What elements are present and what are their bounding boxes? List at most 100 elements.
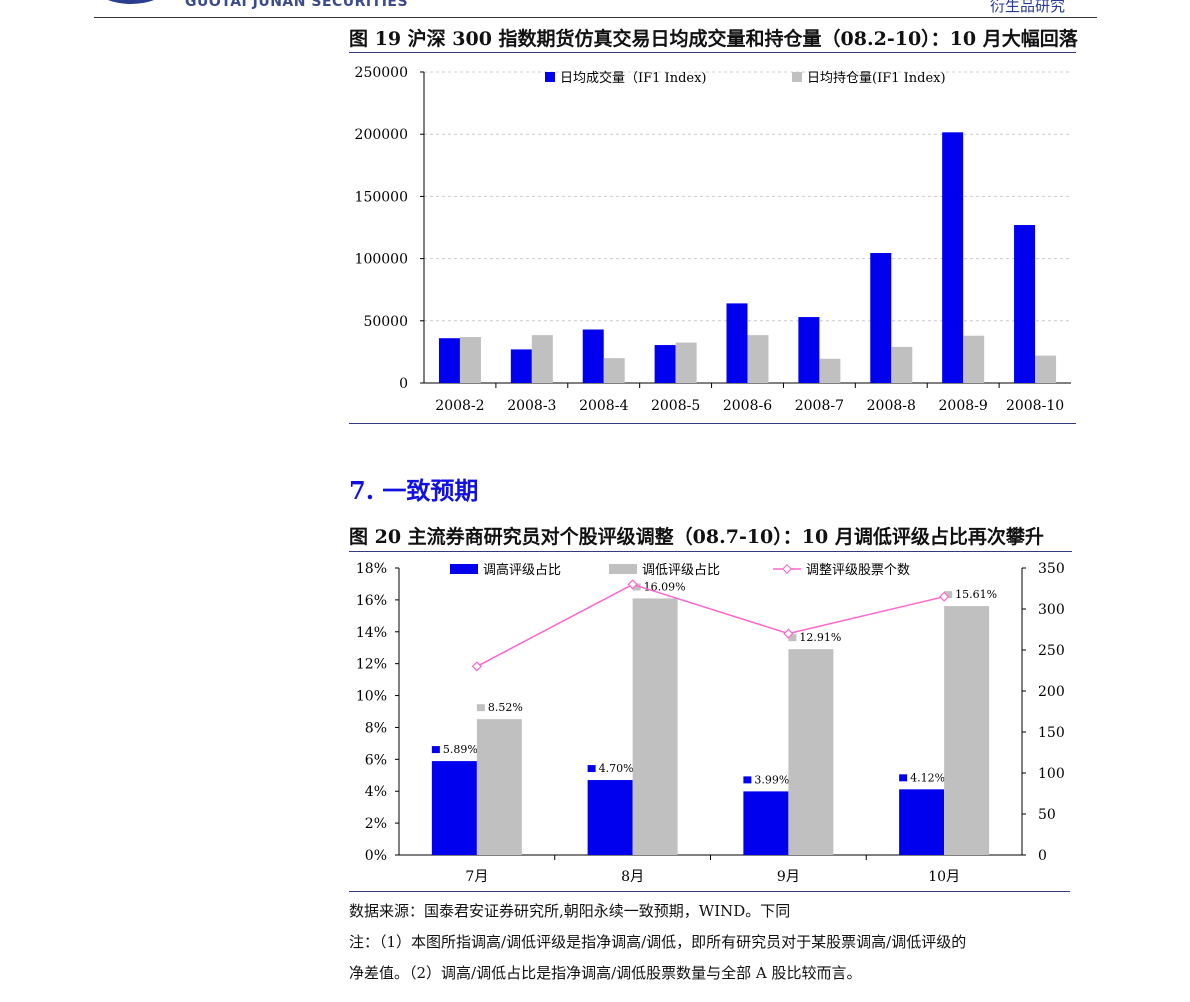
chart2-line-rating-count	[476, 583, 945, 668]
chart1-xtick-label: 2008-6	[723, 398, 772, 414]
chart1-ytick-label: 250000	[355, 65, 408, 81]
chart2-legend-label: 调低评级占比	[642, 563, 720, 578]
chart1-legend-label: 日均成交量（IF1 Index)	[560, 70, 707, 86]
chart2-data-label: 3.99%	[754, 773, 789, 786]
source-note: 数据来源：国泰君安证券研究所,朝阳永续一致预期，WIND。下同	[349, 902, 791, 920]
chart2-xtick-label: 9月	[777, 869, 800, 885]
chart2-line-point	[471, 661, 482, 672]
chart2-ytick-left-label: 6%	[365, 752, 387, 768]
chart2-data-label-marker	[788, 634, 797, 642]
chart2-ytick-left-label: 16%	[356, 593, 387, 609]
chart2-line-point	[627, 579, 638, 590]
chart1-xtick-label: 2008-3	[507, 398, 556, 414]
figure20-title: 图 20 主流券商研究员对个股评级调整（08.7-10）：10 月调低评级占比再…	[349, 526, 1044, 548]
chart2-ytick-left-label: 8%	[365, 720, 387, 736]
chart1-bar-openinterest	[603, 358, 625, 383]
chart1-bar-openinterest	[747, 335, 769, 383]
chart1-bar-volume	[870, 253, 892, 383]
figure20-chart: 0% 2% 4% 6% 8% 10% 12% 14% 16% 18% 0 50 100 150 200 250…	[356, 561, 1065, 885]
header-section-label: 衍生品研究	[990, 0, 1066, 15]
chart2-data-label: 8.52%	[488, 701, 523, 714]
chart2-xtick-label: 8月	[621, 869, 644, 885]
chart2-legend-swatch	[450, 564, 478, 574]
section-7-title: 7. 一致预期	[349, 476, 479, 505]
chart1-bar-openinterest	[819, 358, 841, 383]
chart2-ytick-left-label: 4%	[365, 784, 387, 800]
chart2-legend-label: 调高评级占比	[483, 562, 561, 578]
chart1-bar-volume	[654, 345, 676, 383]
chart2-data-label: 4.12%	[910, 771, 945, 784]
chart2-ytick-left-label: 2%	[365, 816, 387, 832]
chart1-bar-volume	[582, 329, 604, 383]
chart2-data-label-marker	[743, 776, 752, 784]
chart2-ytick-left-label: 0%	[365, 848, 387, 864]
chart1-legend-swatch	[545, 72, 555, 82]
chart1-bar-openinterest	[1035, 355, 1057, 383]
chart2-ytick-left-label: 12%	[356, 657, 387, 673]
chart1-legend-label: 日均持仓量(IF1 Index)	[807, 71, 946, 86]
chart2-data-label: 15.61%	[955, 588, 997, 601]
chart2-data-label-marker	[587, 765, 596, 773]
chart1-xtick-label: 2008-7	[795, 398, 844, 414]
figure19-title: 图 19 沪深 300 指数期货仿真交易日均成交量和持仓量（08.2-10）：1…	[349, 28, 1078, 50]
chart2-bar-downgrade	[788, 649, 834, 855]
chart2-xtick-label: 10月	[928, 869, 960, 885]
chart2-ytick-right-label: 100	[1038, 766, 1065, 782]
chart1-legend-swatch	[792, 72, 802, 82]
chart2-legend-label: 调整评级股票个数	[806, 563, 910, 578]
chart2-ytick-right-label: 0	[1038, 848, 1047, 864]
chart2-bar-upgrade	[899, 789, 945, 855]
chart1-bar-openinterest	[891, 346, 913, 383]
chart2-bar-upgrade	[431, 761, 477, 855]
chart1-bar-volume	[438, 338, 460, 383]
footnote-line-1: 注：（1）本图所指调高/调低评级是指净调高/调低，即所有研究员对于某股票调高/调…	[349, 933, 967, 951]
header-rule	[94, 17, 1097, 18]
chart1-bar-volume	[510, 349, 532, 383]
chart2-bar-upgrade	[743, 791, 789, 855]
figure19-chart: 0 50000 100000 150000 200000 250000 2008-2 2008…	[355, 65, 1071, 414]
chart2-data-label-marker	[476, 704, 485, 712]
figure20-top-rule	[349, 551, 1072, 552]
chart1-ytick-label: 100000	[355, 252, 408, 268]
chart2-data-label: 5.89%	[443, 743, 478, 756]
chart2-data-label: 16.09%	[644, 580, 686, 593]
logo-text: GUOTAI JUNAN SECURITIES	[185, 0, 409, 10]
chart1-bar-openinterest	[531, 335, 553, 383]
chart2-ytick-right-label: 150	[1038, 725, 1065, 741]
chart2-data-label-marker	[944, 591, 953, 599]
chart1-ytick-label: 50000	[363, 314, 408, 330]
chart1-bar-openinterest	[675, 342, 697, 383]
chart2-bar-downgrade	[632, 598, 678, 855]
chart2-line-point	[783, 628, 794, 639]
figure20-bottom-rule	[349, 891, 1070, 892]
figure19-top-rule	[349, 52, 1076, 53]
chart2-xtick-label: 7月	[465, 869, 488, 885]
chart2-legend-line-marker	[782, 564, 792, 574]
chart2-legend-swatch	[609, 564, 637, 574]
chart2-ytick-right-label: 200	[1038, 684, 1065, 700]
chart2-bar-downgrade	[944, 606, 990, 855]
chart1-bar-openinterest	[963, 335, 985, 383]
chart1-xtick-label: 2008-4	[579, 398, 628, 414]
chart2-ytick-right-label: 50	[1038, 807, 1056, 823]
chart1-xtick-label: 2008-5	[651, 398, 700, 414]
chart2-ytick-left-label: 14%	[356, 625, 387, 641]
chart1-xtick-label: 2008-9	[939, 398, 988, 414]
chart2-ytick-left-label: 10%	[356, 689, 387, 705]
chart2-data-label: 4.70%	[599, 762, 634, 775]
chart1-bar-volume	[1014, 225, 1036, 383]
chart1-ytick-label: 150000	[355, 189, 408, 205]
chart2-data-label: 12.91%	[799, 631, 841, 644]
chart1-xtick-label: 2008-2	[435, 398, 484, 414]
chart2-ytick-right-label: 250	[1038, 643, 1065, 659]
chart1-bar-volume	[942, 132, 964, 383]
chart2-data-label-marker	[899, 774, 908, 782]
chart2-data-label-marker	[632, 583, 641, 591]
chart2-ytick-right-label: 300	[1038, 602, 1065, 618]
chart2-ytick-left-label: 18%	[356, 561, 387, 577]
chart1-bar-volume	[726, 303, 748, 383]
figure19-bottom-rule	[349, 423, 1076, 424]
logo-mark-icon	[107, 0, 155, 4]
chart1-xtick-label: 2008-10	[1006, 398, 1064, 414]
chart2-bar-downgrade	[476, 719, 522, 855]
